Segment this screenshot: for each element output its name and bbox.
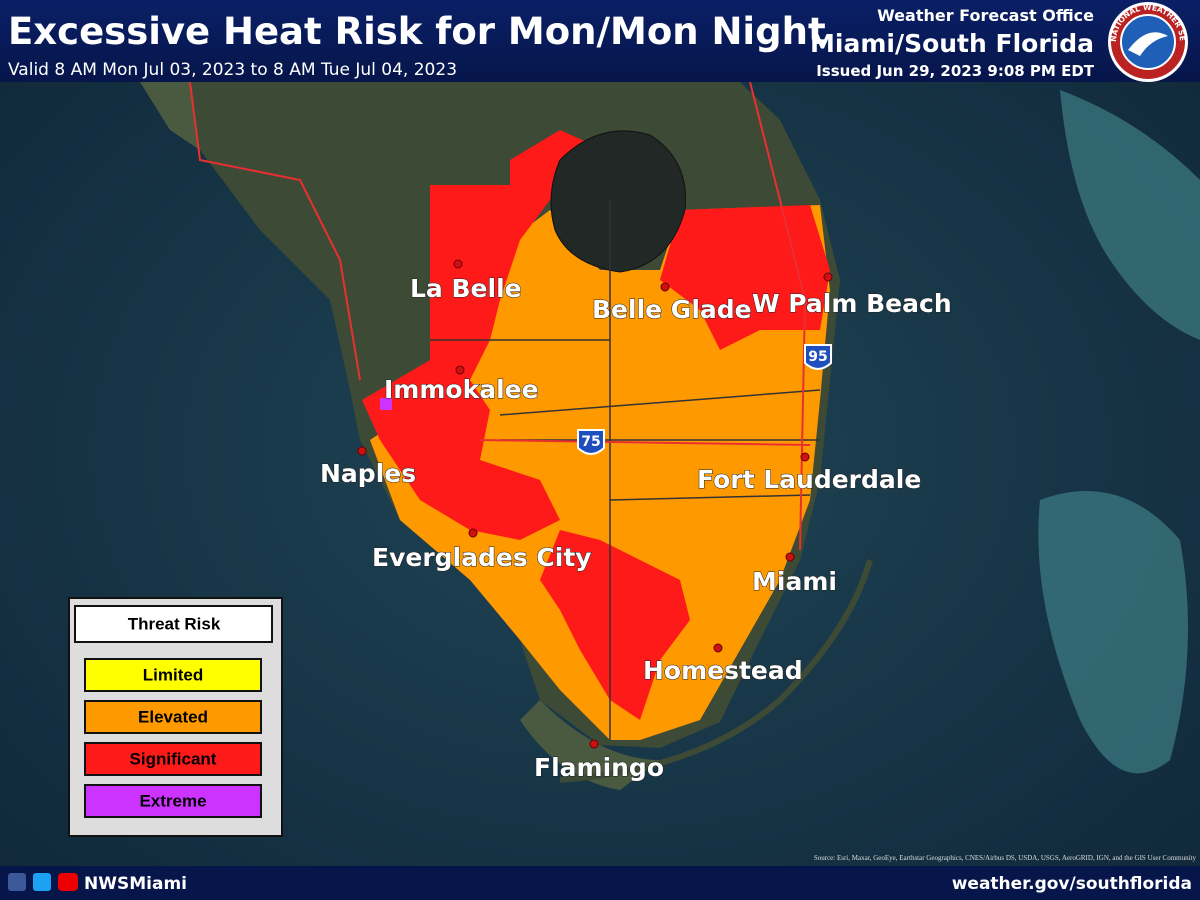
legend-swatch [84, 700, 262, 734]
bahama-bank [1060, 90, 1200, 340]
social-handle: NWSMiami [84, 874, 187, 894]
legend-label: Significant [130, 749, 217, 768]
title: Excessive Heat Risk for Mon/Mon Night [8, 10, 826, 53]
legend-swatch [84, 784, 262, 818]
office-line: Weather Forecast Office [877, 6, 1094, 25]
twitter-icon[interactable] [33, 873, 51, 891]
shield-label: 75 [581, 434, 600, 450]
legend-swatch [84, 742, 262, 776]
significant-area [540, 530, 690, 720]
issued-time: Issued Jun 29, 2023 9:08 PM EDT [816, 62, 1095, 80]
city-label: Everglades City [372, 543, 592, 572]
legend-label: Limited [143, 665, 203, 684]
office-name: Miami/South Florida [810, 29, 1094, 58]
legend-label: Extreme [139, 791, 206, 810]
city-dots [357, 259, 833, 749]
city-label: La Belle [410, 274, 522, 303]
header-bar [0, 0, 1200, 82]
city-label: Miami [752, 567, 837, 596]
city-label: Belle Glade [592, 295, 752, 324]
significant-area [660, 205, 830, 350]
shield-95: 95 [804, 344, 832, 370]
shield-label: 95 [808, 349, 827, 365]
source-credit: Source: Esri, Maxar, GeoEye, Earthstar G… [814, 854, 1197, 862]
facebook-icon[interactable] [8, 873, 26, 891]
lake-okeechobee [550, 130, 687, 273]
extreme-area [380, 398, 392, 410]
city-label: Immokalee [384, 375, 539, 404]
city-label: Flamingo [534, 753, 664, 782]
valid-time: Valid 8 AM Mon Jul 03, 2023 to 8 AM Tue … [8, 60, 457, 80]
significant-area [362, 130, 600, 540]
legend-swatch [84, 658, 262, 692]
city-label: Fort Lauderdale [697, 465, 921, 494]
bahama-bank [1038, 491, 1188, 774]
footer-bar [0, 866, 1200, 900]
highways [189, 81, 811, 551]
city-label: Homestead [643, 656, 803, 685]
florida-keys [559, 559, 873, 783]
legend-label: Elevated [138, 707, 208, 726]
city-label: Naples [320, 459, 416, 488]
county-lines [430, 200, 821, 740]
youtube-icon[interactable] [58, 873, 78, 891]
legend: Threat Risk Limited Elevated Significant Ex… [68, 597, 283, 837]
shield-75: 75 [577, 429, 605, 455]
website[interactable]: weather.gov/southflorida [952, 874, 1192, 894]
legend-title: Threat Risk [128, 614, 221, 633]
city-label: W Palm Beach [752, 289, 952, 318]
